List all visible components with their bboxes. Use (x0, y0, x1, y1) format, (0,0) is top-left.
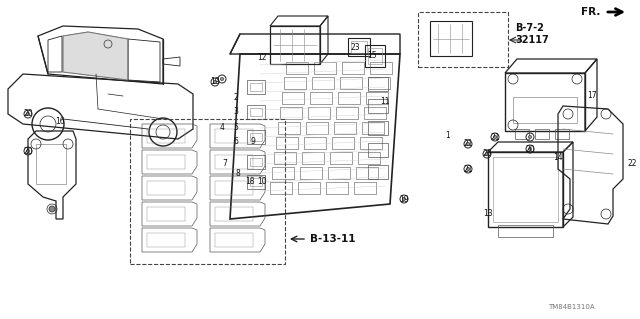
Text: 7: 7 (223, 160, 227, 168)
Text: B-7-2
32117: B-7-2 32117 (515, 23, 548, 45)
Circle shape (49, 206, 55, 212)
Circle shape (493, 135, 497, 138)
Circle shape (403, 197, 406, 201)
Text: 22: 22 (627, 160, 637, 168)
Text: 15: 15 (367, 50, 377, 60)
Text: 12: 12 (257, 53, 267, 62)
Text: 18: 18 (245, 176, 255, 186)
Text: 20: 20 (482, 150, 492, 159)
Text: 11: 11 (380, 98, 390, 107)
Text: 1: 1 (445, 131, 451, 140)
Text: 4: 4 (220, 122, 225, 131)
Text: 3: 3 (234, 108, 239, 116)
Circle shape (485, 152, 488, 156)
Text: 19: 19 (399, 195, 409, 204)
Text: 19: 19 (210, 78, 220, 86)
Text: 10: 10 (257, 176, 267, 186)
Text: 6: 6 (234, 137, 239, 145)
Circle shape (529, 147, 532, 151)
Text: 2: 2 (234, 93, 238, 101)
Text: 20: 20 (23, 109, 33, 118)
Text: 20: 20 (525, 145, 535, 153)
Text: 9: 9 (251, 137, 255, 145)
Polygon shape (63, 32, 128, 80)
Text: 17: 17 (587, 92, 597, 100)
Text: B-13-11: B-13-11 (310, 234, 355, 244)
Circle shape (26, 112, 29, 115)
Text: FR.: FR. (580, 7, 600, 17)
Text: 20: 20 (23, 146, 33, 155)
Circle shape (220, 78, 223, 81)
Text: 14: 14 (553, 152, 563, 161)
Text: 8: 8 (236, 169, 241, 179)
Circle shape (467, 167, 470, 171)
Text: 21: 21 (463, 139, 473, 149)
Text: 13: 13 (483, 210, 493, 219)
Text: 21: 21 (490, 132, 500, 142)
Text: 16: 16 (55, 116, 65, 125)
Text: 23: 23 (350, 42, 360, 51)
Circle shape (26, 149, 29, 152)
Circle shape (467, 142, 470, 145)
Text: 5: 5 (234, 122, 239, 131)
Text: TM84B1310A: TM84B1310A (548, 304, 595, 310)
Circle shape (529, 135, 532, 138)
Text: 21: 21 (463, 165, 473, 174)
Circle shape (213, 80, 216, 84)
